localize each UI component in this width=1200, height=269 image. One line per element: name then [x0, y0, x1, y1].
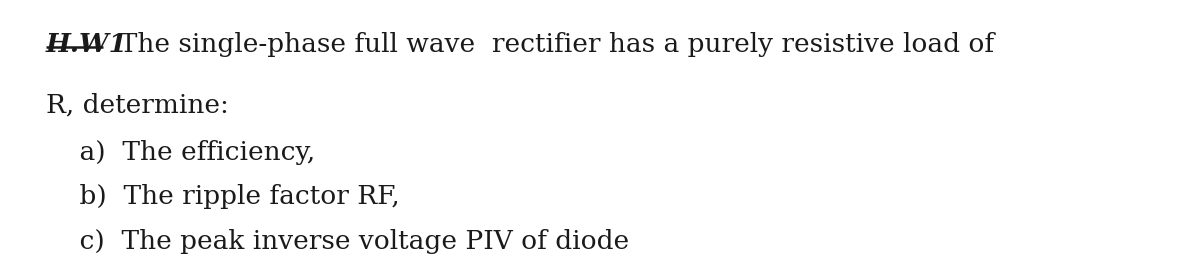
- Text: R, determine:: R, determine:: [46, 93, 228, 118]
- Text: The single-phase full wave  rectifier has a purely resistive load of: The single-phase full wave rectifier has…: [103, 32, 995, 57]
- Text: H.W1: H.W1: [46, 32, 127, 57]
- Text: c)  The peak inverse voltage PIV of diode: c) The peak inverse voltage PIV of diode: [46, 229, 629, 254]
- Text: b)  The ripple factor RF,: b) The ripple factor RF,: [46, 184, 400, 209]
- Text: a)  The efficiency,: a) The efficiency,: [46, 140, 314, 165]
